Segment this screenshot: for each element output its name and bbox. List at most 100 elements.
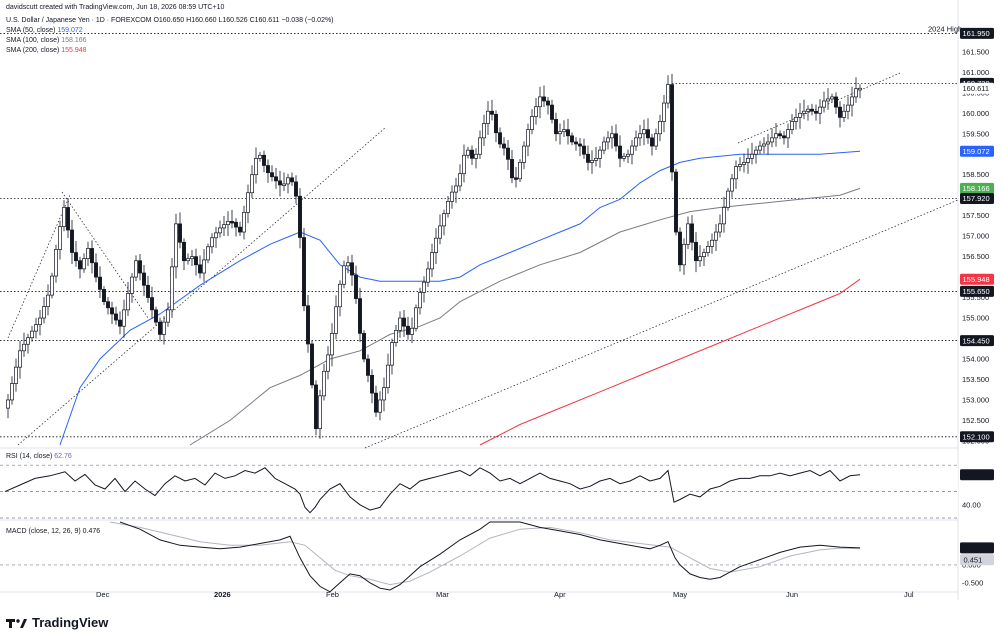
price-tag[interactable]: 160.611 [960,82,994,94]
candle-body[interactable] [682,243,686,266]
candle-body[interactable] [842,110,846,118]
candle-body[interactable] [38,317,42,325]
candle-body[interactable] [306,305,310,345]
candle-body[interactable] [826,98,830,102]
candle-body[interactable] [530,116,534,131]
candle-body[interactable] [450,191,454,202]
candle-body[interactable] [62,207,66,227]
candle-body[interactable] [774,133,778,139]
candle-body[interactable] [414,307,418,329]
candle-body[interactable] [614,133,618,147]
candle-body[interactable] [502,143,506,149]
trend-line[interactable] [61,191,149,319]
candle-body[interactable] [130,276,134,294]
candle-body[interactable] [390,342,394,366]
candle-body[interactable] [698,256,702,262]
candle-body[interactable] [646,129,650,139]
candle-body[interactable] [214,232,218,239]
price-tag[interactable]: 154.450 [960,335,994,347]
rsi-line[interactable] [4,467,861,514]
candle-body[interactable] [634,137,638,147]
candle-body[interactable] [518,162,522,180]
candle-body[interactable] [82,258,86,270]
candle-body[interactable] [42,306,46,319]
candle-body[interactable] [658,121,662,135]
candle-body[interactable] [170,266,174,311]
candle-body[interactable] [66,207,70,231]
candle-body[interactable] [754,149,758,155]
candle-body[interactable] [46,294,50,307]
candle-body[interactable] [386,364,390,389]
candle-body[interactable] [330,333,334,356]
candle-body[interactable] [690,223,694,243]
candle-body[interactable] [22,343,26,352]
candle-body[interactable] [666,84,670,104]
candle-body[interactable] [822,100,826,108]
candle-body[interactable] [158,321,162,335]
candle-body[interactable] [622,155,626,159]
candle-body[interactable] [218,227,222,234]
candle-body[interactable] [598,149,602,159]
candle-body[interactable] [494,113,498,134]
candle-body[interactable] [482,123,486,139]
trend-line[interactable] [364,199,959,449]
candle-body[interactable] [398,317,402,331]
candle-body[interactable] [466,149,470,156]
candle-body[interactable] [578,143,582,147]
candle-body[interactable] [798,112,802,118]
candle-body[interactable] [134,260,138,278]
candle-body[interactable] [50,275,54,296]
candle-body[interactable] [310,343,314,386]
candle-body[interactable] [734,166,738,180]
candle-body[interactable] [202,259,206,274]
macd-legend[interactable]: MACD (close, 12, 26, 9) 0.476 [6,528,100,535]
candle-body[interactable] [566,129,570,137]
candle-body[interactable] [78,260,82,270]
candle-body[interactable] [182,241,186,262]
candle-body[interactable] [210,237,214,248]
candle-body[interactable] [194,256,198,266]
candle-body[interactable] [558,131,562,135]
candle-body[interactable] [230,221,234,224]
candle-body[interactable] [830,96,834,100]
candle-body[interactable] [662,102,666,122]
candle-body[interactable] [166,309,170,323]
candle-body[interactable] [454,185,458,193]
sma50-legend[interactable]: SMA (50, close) 159.072 [6,27,83,34]
candle-body[interactable] [318,395,322,429]
candle-body[interactable] [706,246,710,253]
candle-body[interactable] [10,383,14,401]
candle-body[interactable] [278,180,282,186]
candle-body[interactable] [618,145,622,159]
candle-body[interactable] [226,221,230,226]
sma100-legend[interactable]: SMA (100, close) 158.166 [6,37,87,44]
candle-body[interactable] [746,157,750,163]
candle-body[interactable] [350,262,354,276]
candle-body[interactable] [562,129,566,133]
candle-body[interactable] [766,141,770,145]
candle-body[interactable] [250,174,254,194]
candle-body[interactable] [786,129,790,139]
candle-body[interactable] [146,284,150,298]
candle-body[interactable] [790,121,794,131]
candle-body[interactable] [602,141,606,151]
candle-body[interactable] [426,268,430,283]
candle-body[interactable] [118,319,122,327]
candle-body[interactable] [334,306,338,334]
candle-body[interactable] [586,153,590,163]
candle-body[interactable] [650,137,654,147]
candle-body[interactable] [242,212,246,233]
candle-body[interactable] [546,100,550,106]
candle-body[interactable] [470,149,474,159]
candle-body[interactable] [186,258,190,262]
sma100-line[interactable] [189,187,861,446]
macd-line[interactable] [119,521,861,593]
candle-body[interactable] [670,84,674,173]
sma200-line[interactable] [479,278,861,446]
candle-body[interactable] [54,249,58,277]
candle-body[interactable] [794,117,798,122]
candle-body[interactable] [302,237,306,307]
candle-body[interactable] [814,110,818,114]
candle-body[interactable] [654,133,658,147]
candle-body[interactable] [782,135,786,139]
